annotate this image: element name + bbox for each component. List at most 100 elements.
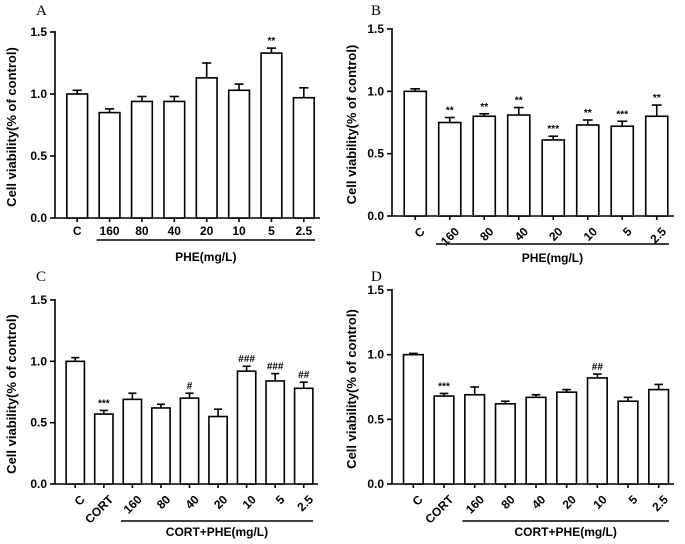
bar (464, 393, 486, 485)
bar (402, 353, 424, 485)
significance-label: # (187, 381, 193, 392)
x-tick-label: 20 (560, 492, 580, 512)
bar (433, 395, 455, 485)
panel-letter: B (371, 3, 381, 19)
significance-label: *** (98, 398, 110, 409)
x-axis-title: PHE(mg/L) (175, 250, 236, 264)
x-tick-label: 2.5 (295, 224, 312, 238)
x-tick-label: 5 (268, 224, 275, 238)
bar (93, 413, 114, 485)
chart-panel-c: C 0.0 0.5 1.0 1.5 Cell viability(% of control… (4, 269, 318, 539)
x-tick-label: 80 (154, 492, 174, 512)
bar (179, 397, 200, 485)
bar (525, 396, 547, 485)
y-axis-title: Cell viability(% of control) (344, 309, 359, 469)
x-axis-title: CORT+PHE(mg/L) (166, 525, 268, 539)
x-tick-label: 160 (463, 492, 487, 516)
significance-label: ** (268, 36, 276, 47)
significance-label: *** (547, 124, 559, 135)
significance-label: ### (267, 362, 284, 373)
y-tick-label: 0.0 (367, 209, 384, 223)
bar (610, 125, 635, 217)
significance-label: ## (592, 362, 604, 373)
y-tick-label: 1.0 (30, 87, 47, 101)
bar (472, 115, 497, 217)
significance-label: ### (238, 354, 255, 365)
bar (195, 77, 218, 219)
significance-label: ** (653, 93, 661, 104)
x-tick-label: 2.5 (649, 492, 671, 514)
x-tick-label: C (73, 224, 82, 238)
x-tick-label: CORT (422, 492, 456, 526)
significance-label: *** (438, 381, 450, 392)
y-tick-label: 1.5 (367, 22, 384, 36)
x-tick-label: 160 (100, 224, 120, 238)
x-tick-label: 20 (546, 224, 566, 244)
bar (208, 415, 228, 485)
bar (227, 89, 251, 219)
significance-label: ** (515, 96, 523, 107)
bar (98, 111, 121, 219)
x-tick-label: C (72, 492, 88, 508)
significance-label: ** (584, 108, 592, 119)
x-tick-label: 20 (211, 492, 231, 512)
significance-label: ## (298, 370, 310, 381)
y-tick-label: 1.0 (30, 354, 47, 368)
panel-letter: D (371, 269, 382, 285)
bar (644, 115, 669, 217)
y-tick-label: 1.5 (30, 293, 47, 307)
bar (151, 407, 171, 485)
bar (403, 90, 428, 217)
x-tick-label: 10 (240, 492, 260, 512)
bar (586, 377, 608, 485)
x-tick-label: 40 (168, 224, 182, 238)
y-tick-label: 1.0 (367, 348, 384, 362)
bar (617, 400, 639, 485)
bar (260, 52, 283, 219)
x-tick-label: 40 (182, 492, 202, 512)
y-tick-label: 1.5 (30, 25, 47, 39)
y-axis-title: Cell viability(% of control) (4, 47, 19, 207)
x-tick-label: 40 (529, 492, 549, 512)
y-tick-label: 0.5 (367, 412, 384, 426)
bar (648, 388, 670, 485)
x-tick-label: 10 (590, 492, 610, 512)
y-tick-label: 0.5 (367, 147, 384, 161)
chart-panel-b: B 0.0 0.5 1.0 1.5 Cell viability(% of control… (344, 3, 674, 265)
x-tick-label: C (410, 492, 426, 508)
significance-label: ** (480, 102, 488, 113)
bar (494, 403, 516, 485)
x-tick-label: 2.5 (647, 224, 669, 246)
chart-panel-a: A 0.0 0.5 1.0 1.5 Cell viability(% of control… (4, 3, 320, 264)
y-tick-label: 0.0 (30, 477, 47, 491)
y-tick-label: 0.0 (30, 211, 47, 225)
x-tick-label: 160 (438, 224, 462, 248)
y-tick-label: 1.5 (367, 283, 384, 297)
significance-label: ** (446, 106, 454, 117)
x-tick-label: 10 (581, 224, 601, 244)
bar (265, 380, 286, 485)
x-tick-label: 160 (121, 492, 145, 516)
x-tick-label: 2.5 (294, 492, 316, 514)
bar (292, 96, 315, 219)
y-tick-label: 0.0 (367, 477, 384, 491)
x-axis-title: PHE(mg/L) (522, 251, 583, 265)
bar (556, 391, 578, 485)
x-tick-label: 80 (477, 224, 497, 244)
y-tick-label: 1.0 (367, 84, 384, 98)
x-axis-title: CORT+PHE(mg/L) (515, 525, 617, 539)
x-tick-label: C (412, 224, 428, 240)
x-tick-label: 20 (200, 224, 214, 238)
x-tick-label: 5 (620, 224, 635, 239)
bar (541, 139, 566, 217)
bar (65, 360, 86, 485)
chart-panel-d: D 0.0 0.5 1.0 1.5 Cell viability(% of control… (344, 269, 674, 539)
x-tick-label: CORT (82, 492, 116, 526)
x-tick-label: 5 (273, 492, 288, 507)
bar (130, 100, 154, 219)
bar (236, 370, 257, 485)
y-tick-label: 0.5 (30, 416, 47, 430)
x-tick-label: 10 (232, 224, 246, 238)
x-tick-label: 5 (626, 492, 641, 507)
